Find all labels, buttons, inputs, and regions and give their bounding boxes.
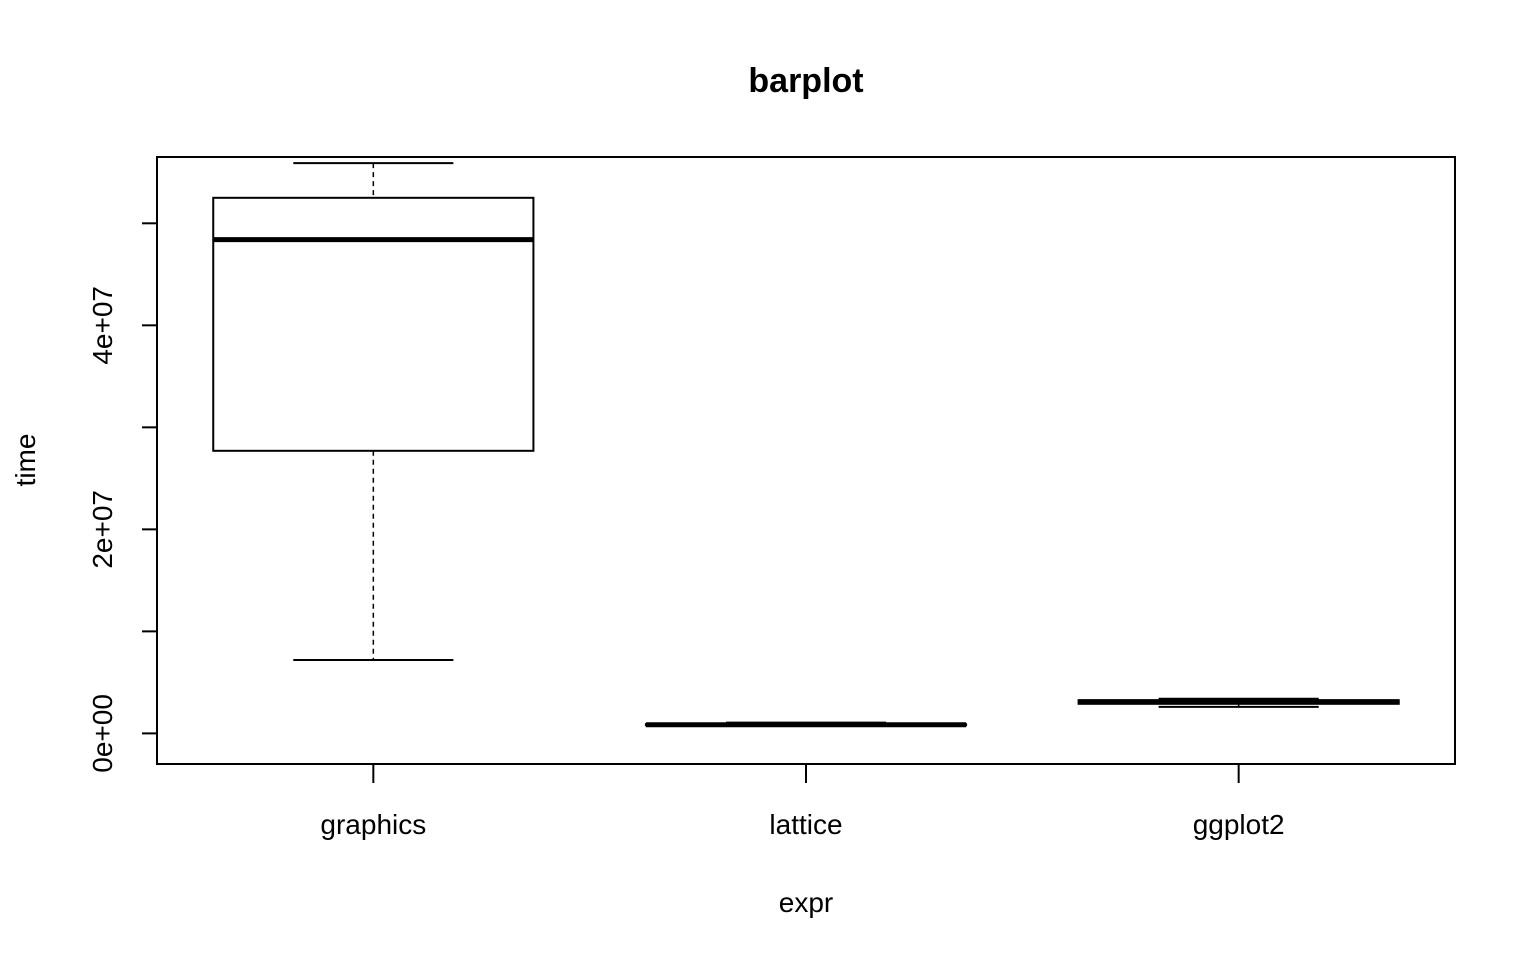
chart-title: barplot xyxy=(748,62,863,100)
y-axis-label: time xyxy=(10,434,41,487)
y-tick-label: 0e+00 xyxy=(87,694,118,773)
box-graphics xyxy=(212,162,535,661)
iqr-box xyxy=(212,196,535,452)
box-ggplot2 xyxy=(1077,697,1400,708)
x-tick-label-ggplot2: ggplot2 xyxy=(1193,809,1285,840)
boxes-group xyxy=(212,162,1400,728)
box-lattice xyxy=(644,721,968,728)
x-tick-label-lattice: lattice xyxy=(769,809,842,840)
x-tick-label-graphics: graphics xyxy=(320,809,426,840)
x-axis-label: expr xyxy=(779,887,833,918)
y-axis: 0e+00 2e+07 4e+07 xyxy=(87,222,157,773)
y-tick-label: 4e+07 xyxy=(87,286,118,365)
y-tick-label: 2e+07 xyxy=(87,490,118,569)
x-axis: graphics lattice ggplot2 xyxy=(320,764,1285,840)
